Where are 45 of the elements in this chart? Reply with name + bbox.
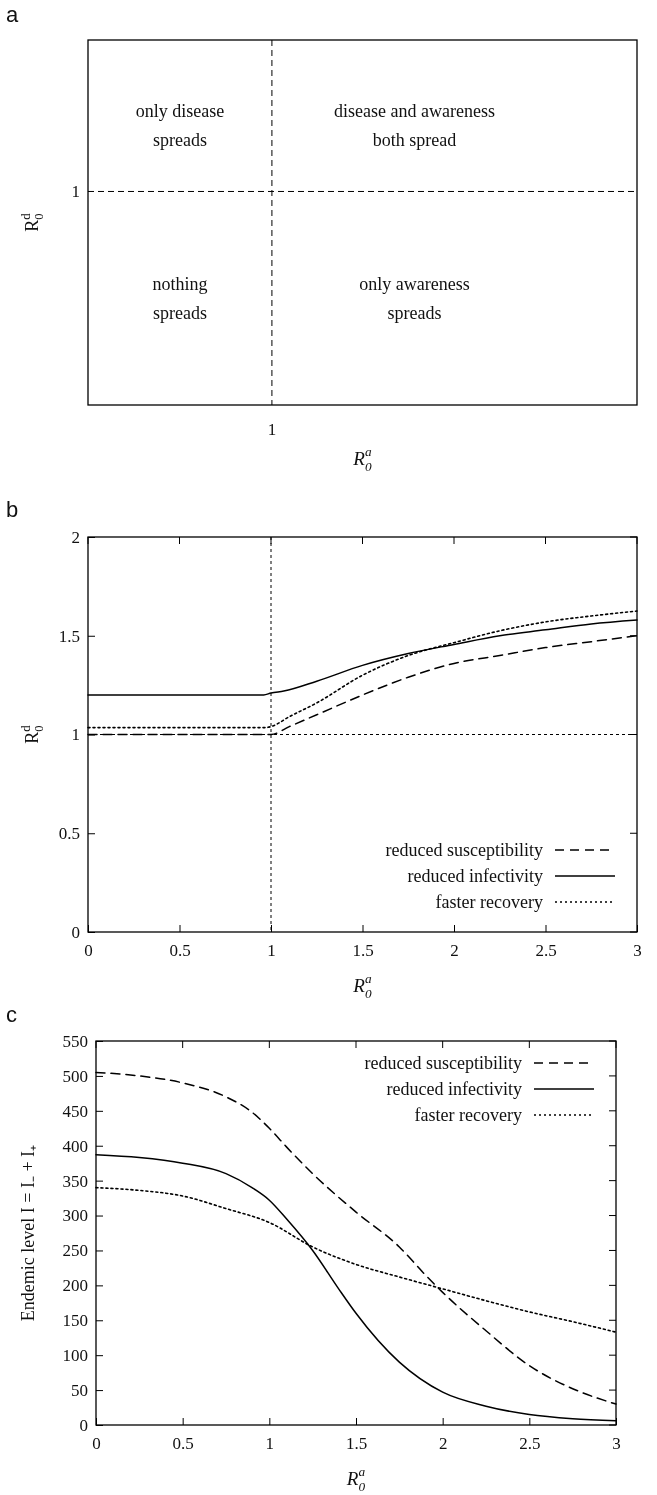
- y-tick-label: 100: [62, 1346, 88, 1366]
- text: a: [6, 2, 19, 27]
- y-tick-label: 1.5: [58, 626, 80, 646]
- y-tick-label: 200: [62, 1276, 88, 1296]
- legend-label: reduced susceptibility: [364, 1053, 522, 1073]
- x-tick-label: 1.5: [345, 1434, 368, 1454]
- y-tick-label: 550: [62, 1031, 88, 1051]
- x-tick-label: 0.5: [172, 1434, 194, 1454]
- y-tick-label: 500: [62, 1066, 88, 1086]
- y-tick-label: 400: [62, 1136, 88, 1156]
- x-tick-label: 2: [450, 941, 459, 961]
- x-tick-label: 1: [265, 1434, 275, 1454]
- y-tick-label: 2: [71, 527, 80, 547]
- y-tick-label: 150: [62, 1311, 88, 1331]
- y-axis-title: Endemic level I = I₋ + I₊: [18, 1144, 38, 1322]
- chart-title: b: [6, 497, 19, 522]
- text: disease and awareness both spread: [333, 101, 495, 151]
- x-tick-label: 2: [438, 1434, 448, 1454]
- x-tick-label: 2.5: [535, 941, 557, 961]
- x-tick-label: 1: [267, 941, 276, 961]
- x-tick-label: 0: [92, 1434, 101, 1454]
- x-tick-label: 1.5: [352, 941, 374, 961]
- y-tick-label: 300: [62, 1206, 88, 1226]
- x-tick-label: 3: [612, 1434, 621, 1454]
- text: nothing spreads: [152, 273, 208, 323]
- y-tick-label: 450: [62, 1101, 88, 1121]
- legend-label: faster recovery: [435, 892, 543, 912]
- legend-label: reduced infectivity: [407, 866, 543, 886]
- legend-label: reduced infectivity: [386, 1079, 522, 1099]
- y-tick-label: 0.5: [58, 824, 80, 844]
- text: only disease spreads: [135, 101, 225, 151]
- text: 1: [267, 420, 277, 439]
- x-tick-label: 3: [633, 941, 642, 961]
- text: only awareness spreads: [359, 273, 470, 323]
- y-tick-label: 0: [71, 922, 80, 942]
- y-tick-label: 250: [62, 1241, 88, 1261]
- chart-title: c: [6, 1002, 17, 1027]
- y-tick-label: 350: [62, 1171, 88, 1191]
- x-tick-label: 2.5: [519, 1434, 541, 1454]
- x-tick-label: 0.5: [169, 941, 191, 961]
- y-tick-label: 50: [71, 1381, 88, 1401]
- legend-label: reduced susceptibility: [385, 840, 543, 860]
- y-tick-label: 0: [79, 1415, 88, 1435]
- legend-label: faster recovery: [414, 1105, 522, 1125]
- y-tick-label: 1: [71, 725, 80, 745]
